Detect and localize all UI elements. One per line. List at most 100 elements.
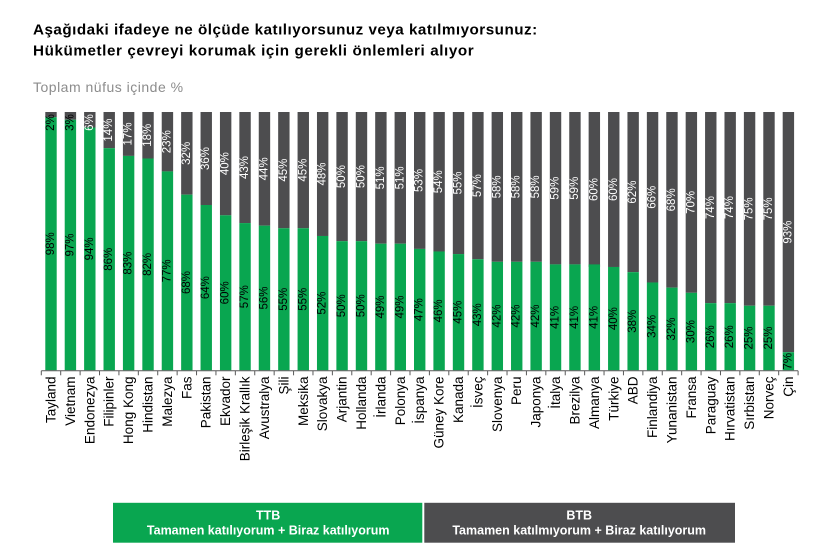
svg-text:70%: 70% <box>685 191 697 214</box>
svg-text:17%: 17% <box>123 122 135 145</box>
svg-text:51%: 51% <box>375 166 387 189</box>
svg-text:25%: 25% <box>744 326 756 349</box>
svg-text:Fas: Fas <box>179 376 194 399</box>
svg-text:Almanya: Almanya <box>587 376 602 429</box>
svg-text:77%: 77% <box>161 259 173 282</box>
svg-text:55%: 55% <box>453 172 465 195</box>
svg-text:Vietnam: Vietnam <box>63 377 78 426</box>
svg-text:Peru: Peru <box>509 377 524 406</box>
svg-text:54%: 54% <box>433 170 445 193</box>
svg-text:44%: 44% <box>258 157 270 180</box>
svg-text:53%: 53% <box>414 169 426 192</box>
svg-text:Güney Kore: Güney Kore <box>432 377 447 449</box>
svg-text:45%: 45% <box>297 159 309 182</box>
svg-text:Aşağıdaki ifadeye ne ölçüde ka: Aşağıdaki ifadeye ne ölçüde katılıyorsun… <box>33 22 538 39</box>
svg-text:51%: 51% <box>394 166 406 189</box>
svg-text:Polonya: Polonya <box>393 376 408 425</box>
svg-text:40%: 40% <box>608 307 620 330</box>
svg-text:Tamamen katılıyorum + Biraz ka: Tamamen katılıyorum + Biraz katılıyorum <box>147 523 390 537</box>
svg-text:Endonezya: Endonezya <box>82 376 97 444</box>
svg-text:Sırbistan: Sırbistan <box>742 377 757 430</box>
svg-text:38%: 38% <box>627 310 639 333</box>
svg-text:59%: 59% <box>569 177 581 200</box>
svg-text:40%: 40% <box>220 152 232 175</box>
svg-text:7%: 7% <box>782 353 794 370</box>
svg-text:25%: 25% <box>763 326 775 349</box>
svg-text:Tayland: Tayland <box>44 377 59 424</box>
svg-text:Tamamen katılmıyorum + Biraz k: Tamamen katılmıyorum + Biraz katılıyorum <box>452 523 706 537</box>
svg-text:Yunanistan: Yunanistan <box>664 377 679 444</box>
svg-text:Norveç: Norveç <box>761 376 776 419</box>
svg-text:74%: 74% <box>705 196 717 219</box>
svg-text:Ekvador: Ekvador <box>218 376 233 426</box>
svg-text:93%: 93% <box>782 221 794 244</box>
svg-text:45%: 45% <box>453 301 465 324</box>
svg-text:57%: 57% <box>472 174 484 197</box>
svg-text:60%: 60% <box>588 178 600 201</box>
svg-text:32%: 32% <box>181 142 193 165</box>
svg-text:43%: 43% <box>239 156 251 179</box>
svg-text:Birleşik Krallık: Birleşik Krallık <box>238 376 253 461</box>
svg-text:18%: 18% <box>142 124 154 147</box>
svg-text:Filipinler: Filipinler <box>102 376 117 427</box>
svg-text:Çin: Çin <box>781 377 796 397</box>
svg-text:82%: 82% <box>142 253 154 276</box>
svg-text:Kanada: Kanada <box>451 376 466 423</box>
svg-text:Arjantin: Arjantin <box>335 377 350 423</box>
svg-text:İrlanda: İrlanda <box>373 376 388 418</box>
svg-text:41%: 41% <box>569 306 581 329</box>
svg-text:74%: 74% <box>724 196 736 219</box>
svg-text:32%: 32% <box>666 317 678 340</box>
svg-text:50%: 50% <box>355 294 367 317</box>
svg-text:6%: 6% <box>84 114 96 131</box>
svg-text:İtalya: İtalya <box>548 376 563 409</box>
svg-text:97%: 97% <box>64 234 76 257</box>
svg-text:Hollanda: Hollanda <box>354 376 369 430</box>
svg-text:49%: 49% <box>394 296 406 319</box>
svg-text:Hükümetler çevreyi korumak içi: Hükümetler çevreyi korumak için gerekli … <box>33 43 474 60</box>
svg-text:60%: 60% <box>608 178 620 201</box>
svg-text:Japonya: Japonya <box>529 376 544 428</box>
svg-text:Malezya: Malezya <box>160 376 175 427</box>
svg-text:48%: 48% <box>317 162 329 185</box>
svg-text:İsveç: İsveç <box>470 376 485 408</box>
svg-text:41%: 41% <box>550 306 562 329</box>
svg-text:Finlandiya: Finlandiya <box>645 376 660 438</box>
svg-text:83%: 83% <box>123 252 135 275</box>
svg-text:Slovenya: Slovenya <box>490 376 505 432</box>
svg-text:İspanya: İspanya <box>412 376 427 424</box>
svg-text:42%: 42% <box>491 305 503 328</box>
svg-text:75%: 75% <box>763 197 775 220</box>
svg-text:56%: 56% <box>258 286 270 309</box>
svg-text:47%: 47% <box>414 298 426 321</box>
svg-text:Toplam nüfus içinde %: Toplam nüfus içinde % <box>33 79 184 95</box>
svg-text:64%: 64% <box>200 276 212 299</box>
svg-text:Hindistan: Hindistan <box>141 377 156 433</box>
svg-text:2%: 2% <box>45 114 57 131</box>
svg-text:42%: 42% <box>511 305 523 328</box>
svg-text:59%: 59% <box>550 177 562 200</box>
svg-text:66%: 66% <box>647 186 659 209</box>
svg-text:94%: 94% <box>84 237 96 260</box>
svg-text:42%: 42% <box>530 305 542 328</box>
svg-text:50%: 50% <box>336 165 348 188</box>
svg-text:50%: 50% <box>355 165 367 188</box>
svg-text:45%: 45% <box>278 159 290 182</box>
svg-text:Brezilya: Brezilya <box>567 376 582 425</box>
svg-text:Hırvatistan: Hırvatistan <box>723 377 738 442</box>
svg-text:60%: 60% <box>220 281 232 304</box>
svg-text:50%: 50% <box>336 294 348 317</box>
svg-text:34%: 34% <box>647 315 659 338</box>
svg-text:98%: 98% <box>45 232 57 255</box>
svg-text:58%: 58% <box>491 175 503 198</box>
svg-text:58%: 58% <box>511 175 523 198</box>
svg-text:26%: 26% <box>705 325 717 348</box>
svg-text:52%: 52% <box>317 292 329 315</box>
svg-text:49%: 49% <box>375 296 387 319</box>
svg-text:41%: 41% <box>588 306 600 329</box>
svg-text:Avustralya: Avustralya <box>257 376 272 439</box>
svg-text:36%: 36% <box>200 147 212 170</box>
svg-text:Şili: Şili <box>276 377 291 395</box>
svg-text:ABD: ABD <box>626 376 641 404</box>
svg-text:Pakistan: Pakistan <box>199 377 214 429</box>
